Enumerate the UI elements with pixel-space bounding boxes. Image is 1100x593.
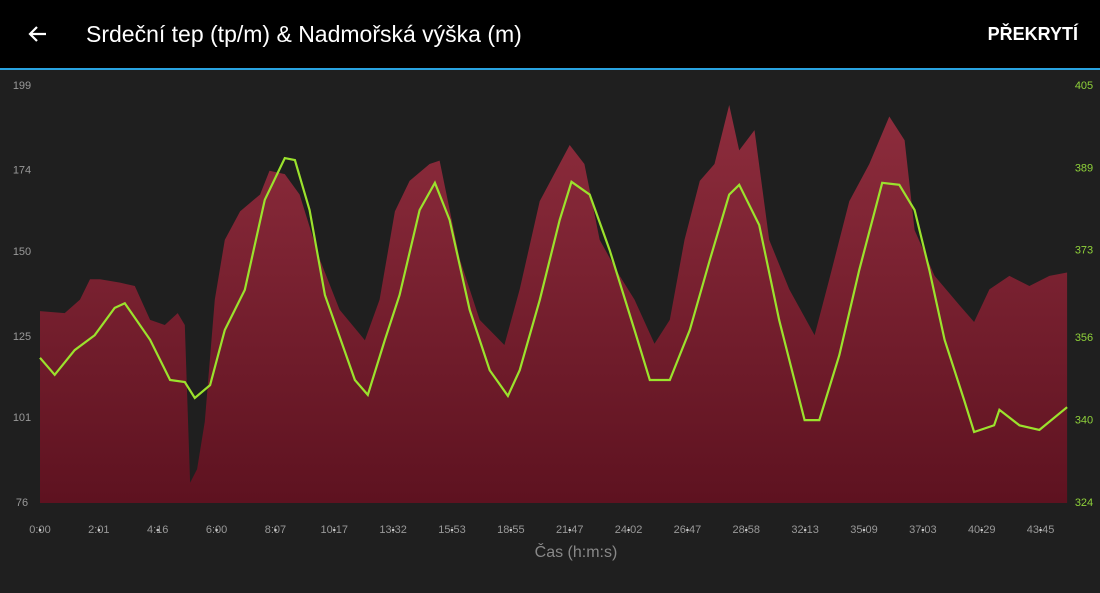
x-tick-mark xyxy=(274,528,277,532)
y-tick-label: 199 xyxy=(13,80,31,92)
x-axis-label: Čas (h:m:s) xyxy=(535,542,618,561)
overlay-button[interactable]: PŘEKRYTÍ xyxy=(987,24,1078,44)
screen-title: Srdeční tep (tp/m) & Nadmořská výška (m) xyxy=(86,21,522,47)
x-tick-mark xyxy=(980,528,984,532)
y-tick-label: 174 xyxy=(13,165,31,177)
x-tick-mark xyxy=(38,528,42,532)
x-tick-mark xyxy=(450,528,454,532)
x-tick-mark xyxy=(627,528,630,532)
x-tick-mark xyxy=(391,528,395,532)
y2-tick-label: 324 xyxy=(1075,497,1093,509)
x-tick-mark xyxy=(215,528,218,532)
x-tick-mark xyxy=(921,528,925,532)
y-tick-label: 150 xyxy=(13,246,31,258)
x-tick-mark xyxy=(1039,528,1042,532)
x-tick-mark xyxy=(97,528,101,532)
y2-tick-label: 356 xyxy=(1075,332,1093,344)
y2-tick-label: 405 xyxy=(1075,80,1093,92)
y2-tick-label: 340 xyxy=(1075,415,1093,427)
y-tick-label: 125 xyxy=(13,331,31,343)
y-tick-label: 101 xyxy=(13,412,31,424)
x-tick-mark xyxy=(332,528,336,532)
back-button[interactable] xyxy=(26,22,50,46)
x-tick-mark xyxy=(156,528,160,532)
x-tick-mark xyxy=(744,528,748,532)
app-bar: Srdeční tep (tp/m) & Nadmořská výška (m)… xyxy=(0,0,1100,70)
y2-tick-label: 389 xyxy=(1075,162,1093,174)
elevation-line xyxy=(39,156,1068,434)
y-tick-label: 76 xyxy=(16,497,28,509)
y2-tick-label: 373 xyxy=(1075,245,1093,257)
x-tick-mark xyxy=(568,528,572,532)
heart-rate-area xyxy=(40,105,1068,503)
x-tick-mark xyxy=(803,528,807,532)
x-tick-mark xyxy=(686,528,689,532)
x-tick-mark xyxy=(862,528,866,532)
x-tick-mark xyxy=(509,528,513,532)
chart: Čas (h:m:s) 76 101 125 150 174 199 324 340 356 37… xyxy=(13,80,1093,561)
